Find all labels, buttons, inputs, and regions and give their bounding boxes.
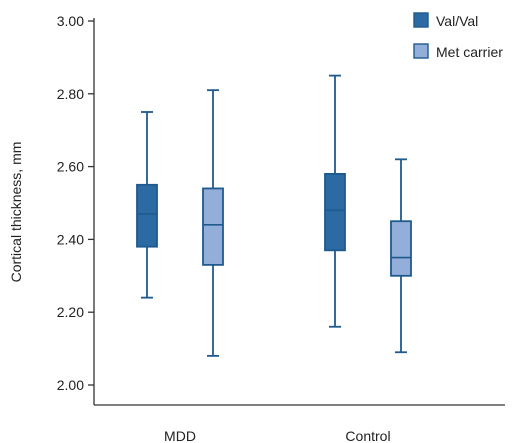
box-met-carrier-control: [390, 158, 412, 354]
y-tick-label: 2.00: [57, 377, 84, 393]
legend-swatch: [413, 12, 429, 28]
box-met-carrier-mdd: [202, 89, 224, 357]
legend: Val/Val Met carrier: [413, 12, 503, 60]
legend-label: Met carrier: [436, 44, 503, 60]
plot-area: 2.00 2.20 2.40 2.60 2.80 3.00 MDD Control: [57, 13, 505, 443]
box-val-val-mdd: [136, 111, 158, 299]
x-category-label: Control: [345, 428, 390, 443]
y-tick-label: 2.40: [57, 231, 84, 247]
iqr-box: [202, 187, 224, 266]
x-category-label: MDD: [164, 428, 196, 443]
box-val-val-control: [324, 74, 346, 328]
iqr-box: [390, 220, 412, 277]
y-tick-label: 2.80: [57, 86, 84, 102]
y-tick-label: 2.60: [57, 159, 84, 175]
y-axis-title: Cortical thickness, mm: [8, 142, 24, 283]
iqr-box: [324, 172, 346, 252]
legend-swatch: [413, 43, 429, 59]
y-tick-label: 2.20: [57, 304, 84, 320]
iqr-box: [136, 183, 158, 248]
y-tick-label: 3.00: [57, 13, 84, 29]
legend-label: Val/Val: [436, 13, 478, 29]
